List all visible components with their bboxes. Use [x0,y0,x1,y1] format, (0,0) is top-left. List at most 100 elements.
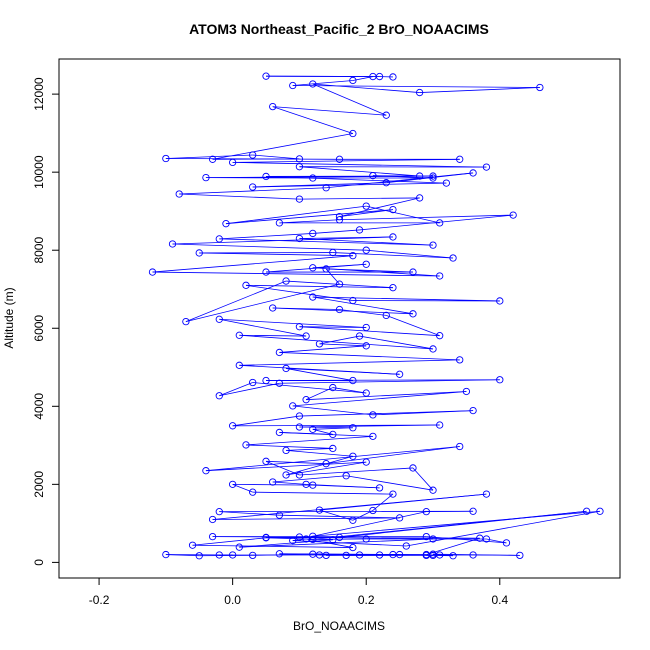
series-segment [219,238,434,246]
series-segment [372,493,394,511]
data-point [195,552,203,560]
data-point [235,543,243,551]
data-point [295,234,304,243]
series-segment [312,296,500,302]
series-segment [239,538,434,548]
data-point [422,508,430,516]
data-point [242,441,250,449]
series-segment [312,83,387,116]
y-tick-label: 2000 [32,471,46,498]
x-tick-label: -0.2 [89,593,110,607]
data-point [362,246,370,254]
x-axis-label: BrO_NOAACIMS [293,619,385,633]
series-segment [339,197,420,218]
data-point [215,315,223,323]
data-point [168,240,177,248]
data-point [275,511,284,519]
data-point [228,551,237,559]
series-segment [292,85,540,88]
data-point [275,219,284,227]
data-point [375,72,384,81]
series-segment [252,491,393,495]
series-segment [232,483,313,486]
data-point [182,317,190,326]
series-segment [286,449,353,457]
data-point [389,205,397,214]
data-point [362,260,370,268]
data-point [369,432,377,440]
data-point [496,297,504,305]
series-segment [279,379,500,384]
series-segment [172,243,367,251]
data-point [262,457,270,465]
series-segment [232,415,300,427]
series-segment [319,493,487,511]
data-point [222,220,230,228]
data-point [295,533,304,541]
series-segment [306,391,467,401]
series-segment [219,233,313,240]
data-point [309,293,317,301]
data-point [409,310,417,318]
data-point [282,364,290,373]
data-point [335,280,344,288]
y-tick-label: 6000 [32,315,46,342]
series-segment [386,315,440,337]
data-point [295,195,304,203]
series-segment [366,249,454,259]
series-segment [232,162,487,168]
data-point [249,151,257,159]
data-point [335,533,344,542]
series-segment [299,536,434,540]
series-segment [245,435,373,446]
series-segment [312,510,600,537]
series-segment [299,238,434,246]
data-point [195,249,203,257]
data-point [389,233,397,241]
data-point [536,83,544,92]
data-point [215,392,223,400]
data-point [369,506,377,515]
series-segment [152,255,353,273]
series-segment [245,444,333,449]
data-point [262,376,270,385]
data-point [429,486,437,494]
series-segment [239,334,307,337]
data-point [389,284,397,292]
series-segment [285,455,353,476]
y-axis-label: Altitude (m) [2,287,16,348]
data-point [482,490,491,498]
data-point [502,539,511,547]
series-layer [148,72,604,560]
data-point [289,81,297,90]
data-point [269,478,277,486]
data-point [469,551,477,559]
data-point [389,490,397,498]
data-point [349,543,357,552]
data-point [269,304,277,312]
series-segment [292,540,407,547]
data-point [249,183,257,191]
series-segment [239,364,400,375]
data-point [496,376,504,384]
series-segment [239,359,460,366]
series-segment [286,448,333,451]
data-point [349,129,357,138]
data-point [362,323,370,332]
series-segment [199,252,353,257]
series-segment [272,106,353,134]
data-point [429,174,437,182]
y-axis: 0 2000 4000 6000 8000 10000 12000 [32,77,60,566]
data-point [295,155,304,163]
data-point [235,361,243,369]
series-segment [225,205,367,225]
series-segment [292,405,373,416]
data-point [402,542,410,550]
data-point [228,480,237,488]
series-segment [219,318,307,337]
chart-title: ATOM3 Northeast_Pacific_2 BrO_NOAACIMS [189,21,489,37]
series-segment [192,544,353,548]
data-point [349,452,357,460]
data-point [436,219,444,227]
